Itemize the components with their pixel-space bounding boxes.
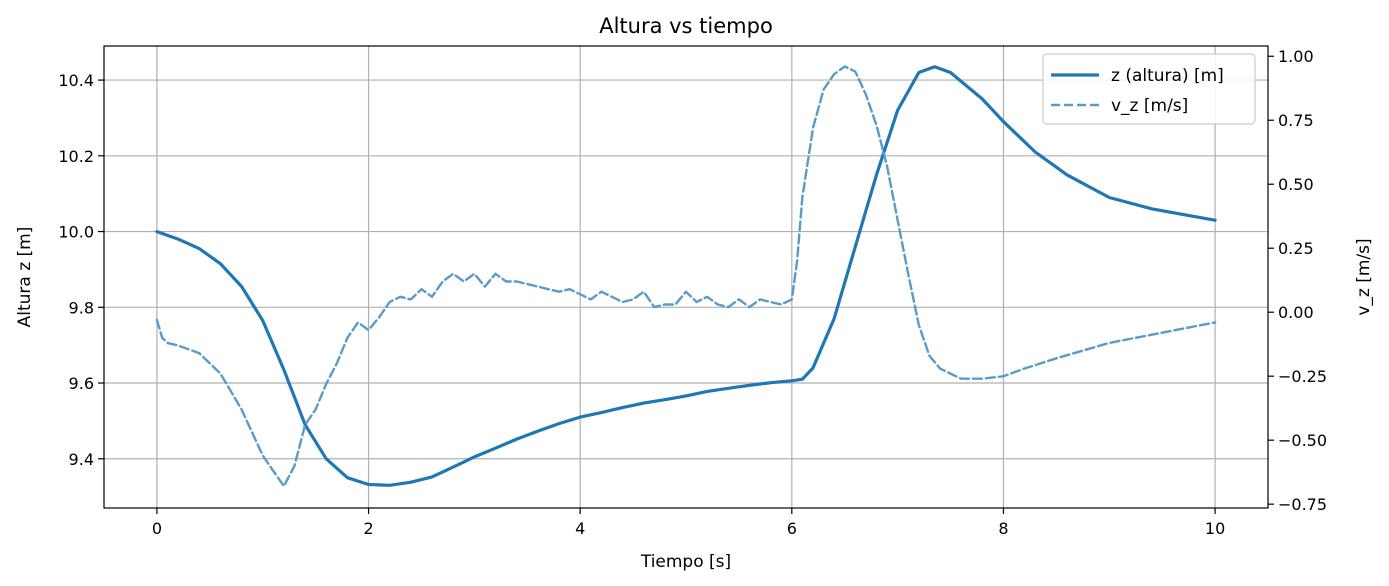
y-right-tick-label: −0.75 xyxy=(1278,495,1327,514)
ticks-layer: 0 2 4 6 8 10 9.4 9.6 9.8 10.0 10.2 10.4 −0.75 −0.50 −0… xyxy=(58,47,1327,538)
y-left-tick-label: 9.6 xyxy=(69,374,94,393)
y-left-tick-label: 9.8 xyxy=(69,298,94,317)
y-right-axis-label: v_z [m/s] xyxy=(1354,238,1374,315)
x-axis-label: Tiempo [s] xyxy=(640,552,731,572)
legend-box xyxy=(1042,53,1256,125)
y-right-tick-label: 1.00 xyxy=(1278,47,1314,66)
legend-label: v_z [m/s] xyxy=(1111,96,1188,116)
series-layer xyxy=(155,65,1217,488)
series-line-1 xyxy=(155,65,1217,487)
y-right-tick-label: −0.25 xyxy=(1278,367,1327,386)
y-left-tick-label: 10.2 xyxy=(58,147,94,166)
y-left-tick-label: 10.0 xyxy=(58,223,94,242)
series-line-2 xyxy=(155,65,1217,488)
legend-label: z (altura) [m] xyxy=(1111,66,1224,86)
y-right-tick-label: 0.75 xyxy=(1278,111,1314,130)
y-left-tick-label: 9.4 xyxy=(69,450,94,469)
plot-frame xyxy=(103,45,1269,509)
x-tick-label: 10 xyxy=(1205,519,1225,538)
x-tick-label: 8 xyxy=(998,519,1008,538)
chart-title: Altura vs tiempo xyxy=(599,14,773,38)
y-right-tick-label: 0.25 xyxy=(1278,239,1314,258)
legend: z (altura) [m] v_z [m/s] xyxy=(1042,53,1256,125)
y-left-tick-label: 10.4 xyxy=(58,71,94,90)
x-tick-label: 4 xyxy=(575,519,585,538)
y-left-axis-label: Altura z [m] xyxy=(15,227,35,328)
x-tick-label: 2 xyxy=(363,519,373,538)
x-tick-label: 0 xyxy=(152,519,162,538)
y-right-tick-label: −0.50 xyxy=(1278,431,1327,450)
x-tick-label: 6 xyxy=(787,519,797,538)
y-right-tick-label: 0.50 xyxy=(1278,175,1314,194)
y-right-tick-label: 0.00 xyxy=(1278,303,1314,322)
